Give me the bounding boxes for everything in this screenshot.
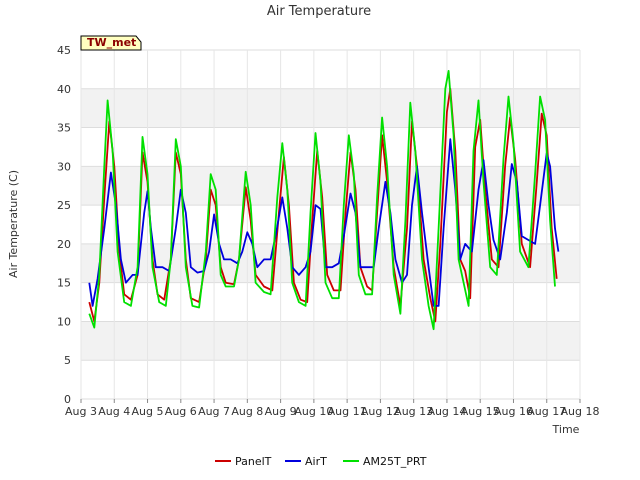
series-line-am25t-prt bbox=[88, 70, 556, 331]
x-tick-label: Aug 7 bbox=[198, 405, 230, 418]
station-badge: TW_met bbox=[80, 35, 142, 51]
grid-lines bbox=[80, 49, 581, 400]
x-tick-label: Aug 12 bbox=[361, 405, 400, 418]
y-tick-label: 25 bbox=[57, 199, 71, 212]
grid-band bbox=[81, 166, 580, 206]
grid-band bbox=[81, 321, 580, 361]
x-tick-label: Aug 18 bbox=[561, 405, 600, 418]
x-axis-title: Time bbox=[552, 423, 580, 436]
y-tick-label: 45 bbox=[57, 44, 71, 57]
y-axis-title: Air Temperature (C) bbox=[7, 170, 20, 278]
x-tick-label: Aug 17 bbox=[527, 405, 566, 418]
chart-title: Air Temperature bbox=[267, 4, 371, 19]
y-tick-label: 40 bbox=[57, 83, 71, 96]
plot-area bbox=[81, 50, 580, 399]
x-tick-label: Aug 11 bbox=[328, 405, 367, 418]
x-tick-label: Aug 15 bbox=[461, 405, 500, 418]
series-line-panelt bbox=[88, 87, 558, 323]
x-tick-label: Aug 13 bbox=[394, 405, 433, 418]
y-tick-label: 30 bbox=[57, 160, 71, 173]
x-tick-label: Aug 16 bbox=[494, 405, 533, 418]
badge-label: TW_met bbox=[87, 36, 136, 49]
y-tick-label: 20 bbox=[57, 238, 71, 251]
legend: PanelT AirT AM25T_PRT bbox=[215, 455, 427, 468]
y-tick-label: 10 bbox=[57, 315, 71, 328]
series-layer bbox=[88, 70, 560, 331]
x-tick-label: Aug 14 bbox=[427, 405, 466, 418]
x-tick-label: Aug 4 bbox=[98, 405, 130, 418]
y-axis: 0 5 10 15 20 25 30 35 40 45 bbox=[57, 44, 71, 406]
legend-label: AM25T_PRT bbox=[363, 455, 427, 468]
y-tick-label: 5 bbox=[64, 354, 71, 367]
x-tick-label: Aug 6 bbox=[165, 405, 197, 418]
grid-band bbox=[81, 88, 580, 128]
x-tick-label: Aug 8 bbox=[231, 405, 263, 418]
x-tick-label: Aug 5 bbox=[132, 405, 164, 418]
x-tick-label: Aug 3 bbox=[65, 405, 97, 418]
legend-label: AirT bbox=[305, 455, 327, 468]
y-tick-label: 0 bbox=[64, 393, 71, 406]
legend-label: PanelT bbox=[235, 455, 272, 468]
x-tick-label: Aug 10 bbox=[294, 405, 333, 418]
badge-box bbox=[80, 35, 142, 51]
x-tick-label: Aug 9 bbox=[265, 405, 297, 418]
y-tick-label: 15 bbox=[57, 277, 71, 290]
y-tick-label: 35 bbox=[57, 122, 71, 135]
